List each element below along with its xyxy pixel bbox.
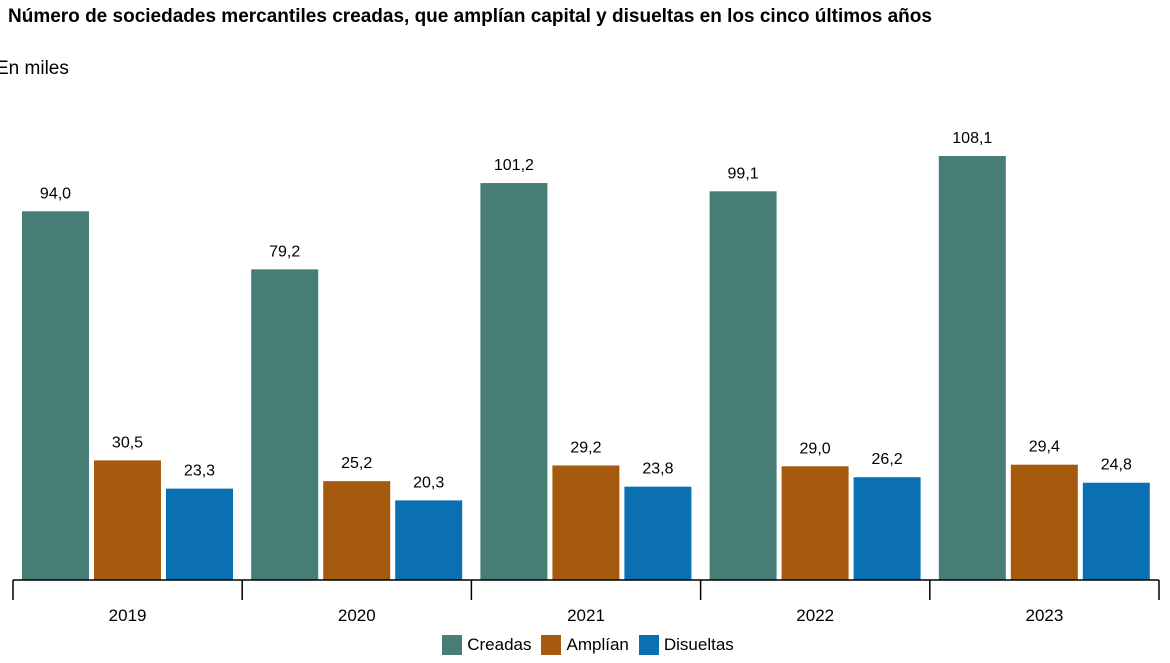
bar-creadas-2019 — [22, 211, 89, 580]
data-label-creadas-2022: 99,1 — [728, 165, 759, 182]
x-tick-label-2021: 2021 — [567, 606, 605, 625]
bar-creadas-2021 — [480, 183, 548, 580]
data-label-creadas-2019: 94,0 — [40, 185, 71, 202]
x-tick-label-2020: 2020 — [338, 606, 376, 625]
bar-amplían-2021 — [552, 465, 620, 580]
bar-disueltas-2022 — [853, 477, 921, 580]
data-label-amplían-2020: 25,2 — [341, 455, 372, 472]
x-tick-label-2019: 2019 — [109, 606, 147, 625]
bar-creadas-2022 — [709, 191, 777, 580]
data-label-disueltas-2019: 23,3 — [184, 463, 215, 480]
legend-swatch-disueltas — [638, 635, 659, 655]
legend-item-amplían: Amplían — [541, 634, 629, 656]
value-labels-group: 94,0 30,5 23,3 79,2 25,2 20,3 101,2 29,2 23,8 99,… — [40, 130, 1132, 491]
x-tick-label-2023: 2023 — [1025, 606, 1063, 625]
data-label-amplían-2022: 29,0 — [800, 440, 831, 457]
legend-swatch-amplían — [541, 635, 562, 655]
data-label-disueltas-2021: 23,8 — [642, 461, 673, 478]
legend-label: Creadas — [467, 635, 532, 654]
data-label-disueltas-2023: 24,8 — [1101, 457, 1132, 474]
bars-group — [22, 156, 1150, 580]
legend-swatch-creadas — [442, 635, 463, 655]
legend-label: Disueltas — [663, 635, 734, 654]
legend-label: Amplían — [566, 635, 629, 654]
bar-disueltas-2019 — [166, 488, 233, 580]
data-label-creadas-2020: 79,2 — [269, 243, 300, 260]
x-tick-label-2022: 2022 — [796, 606, 834, 625]
bar-chart: 94,0 30,5 23,3 79,2 25,2 20,3 101,2 29,2 23,8 99,… — [12, 130, 1160, 625]
bar-amplían-2020 — [323, 481, 391, 580]
bar-creadas-2023 — [938, 156, 1006, 580]
data-label-creadas-2023: 108,1 — [952, 130, 992, 147]
data-label-amplían-2019: 30,5 — [112, 434, 143, 451]
data-label-amplían-2023: 29,4 — [1029, 439, 1060, 456]
chart-title: Número de sociedades mercantiles creadas… — [8, 6, 932, 27]
data-label-disueltas-2020: 20,3 — [413, 474, 444, 491]
bar-amplían-2019 — [94, 460, 161, 580]
bar-creadas-2020 — [251, 269, 319, 580]
legend-item-disueltas: Disueltas — [638, 634, 734, 656]
legend: Creadas Amplían Disueltas — [0, 634, 1170, 656]
bar-disueltas-2020 — [395, 500, 463, 580]
data-label-disueltas-2022: 26,2 — [872, 451, 903, 468]
bar-amplían-2023 — [1010, 464, 1078, 580]
x-axis: 2019 2020 2021 2022 2023 — [12, 579, 1160, 625]
bar-disueltas-2023 — [1082, 482, 1150, 580]
data-label-creadas-2021: 101,2 — [494, 157, 534, 174]
bar-disueltas-2021 — [624, 486, 692, 580]
legend-item-creadas: Creadas — [442, 634, 531, 656]
chart-subtitle: En miles — [0, 58, 69, 79]
data-label-amplían-2021: 29,2 — [570, 439, 601, 456]
bar-amplían-2022 — [781, 466, 849, 580]
